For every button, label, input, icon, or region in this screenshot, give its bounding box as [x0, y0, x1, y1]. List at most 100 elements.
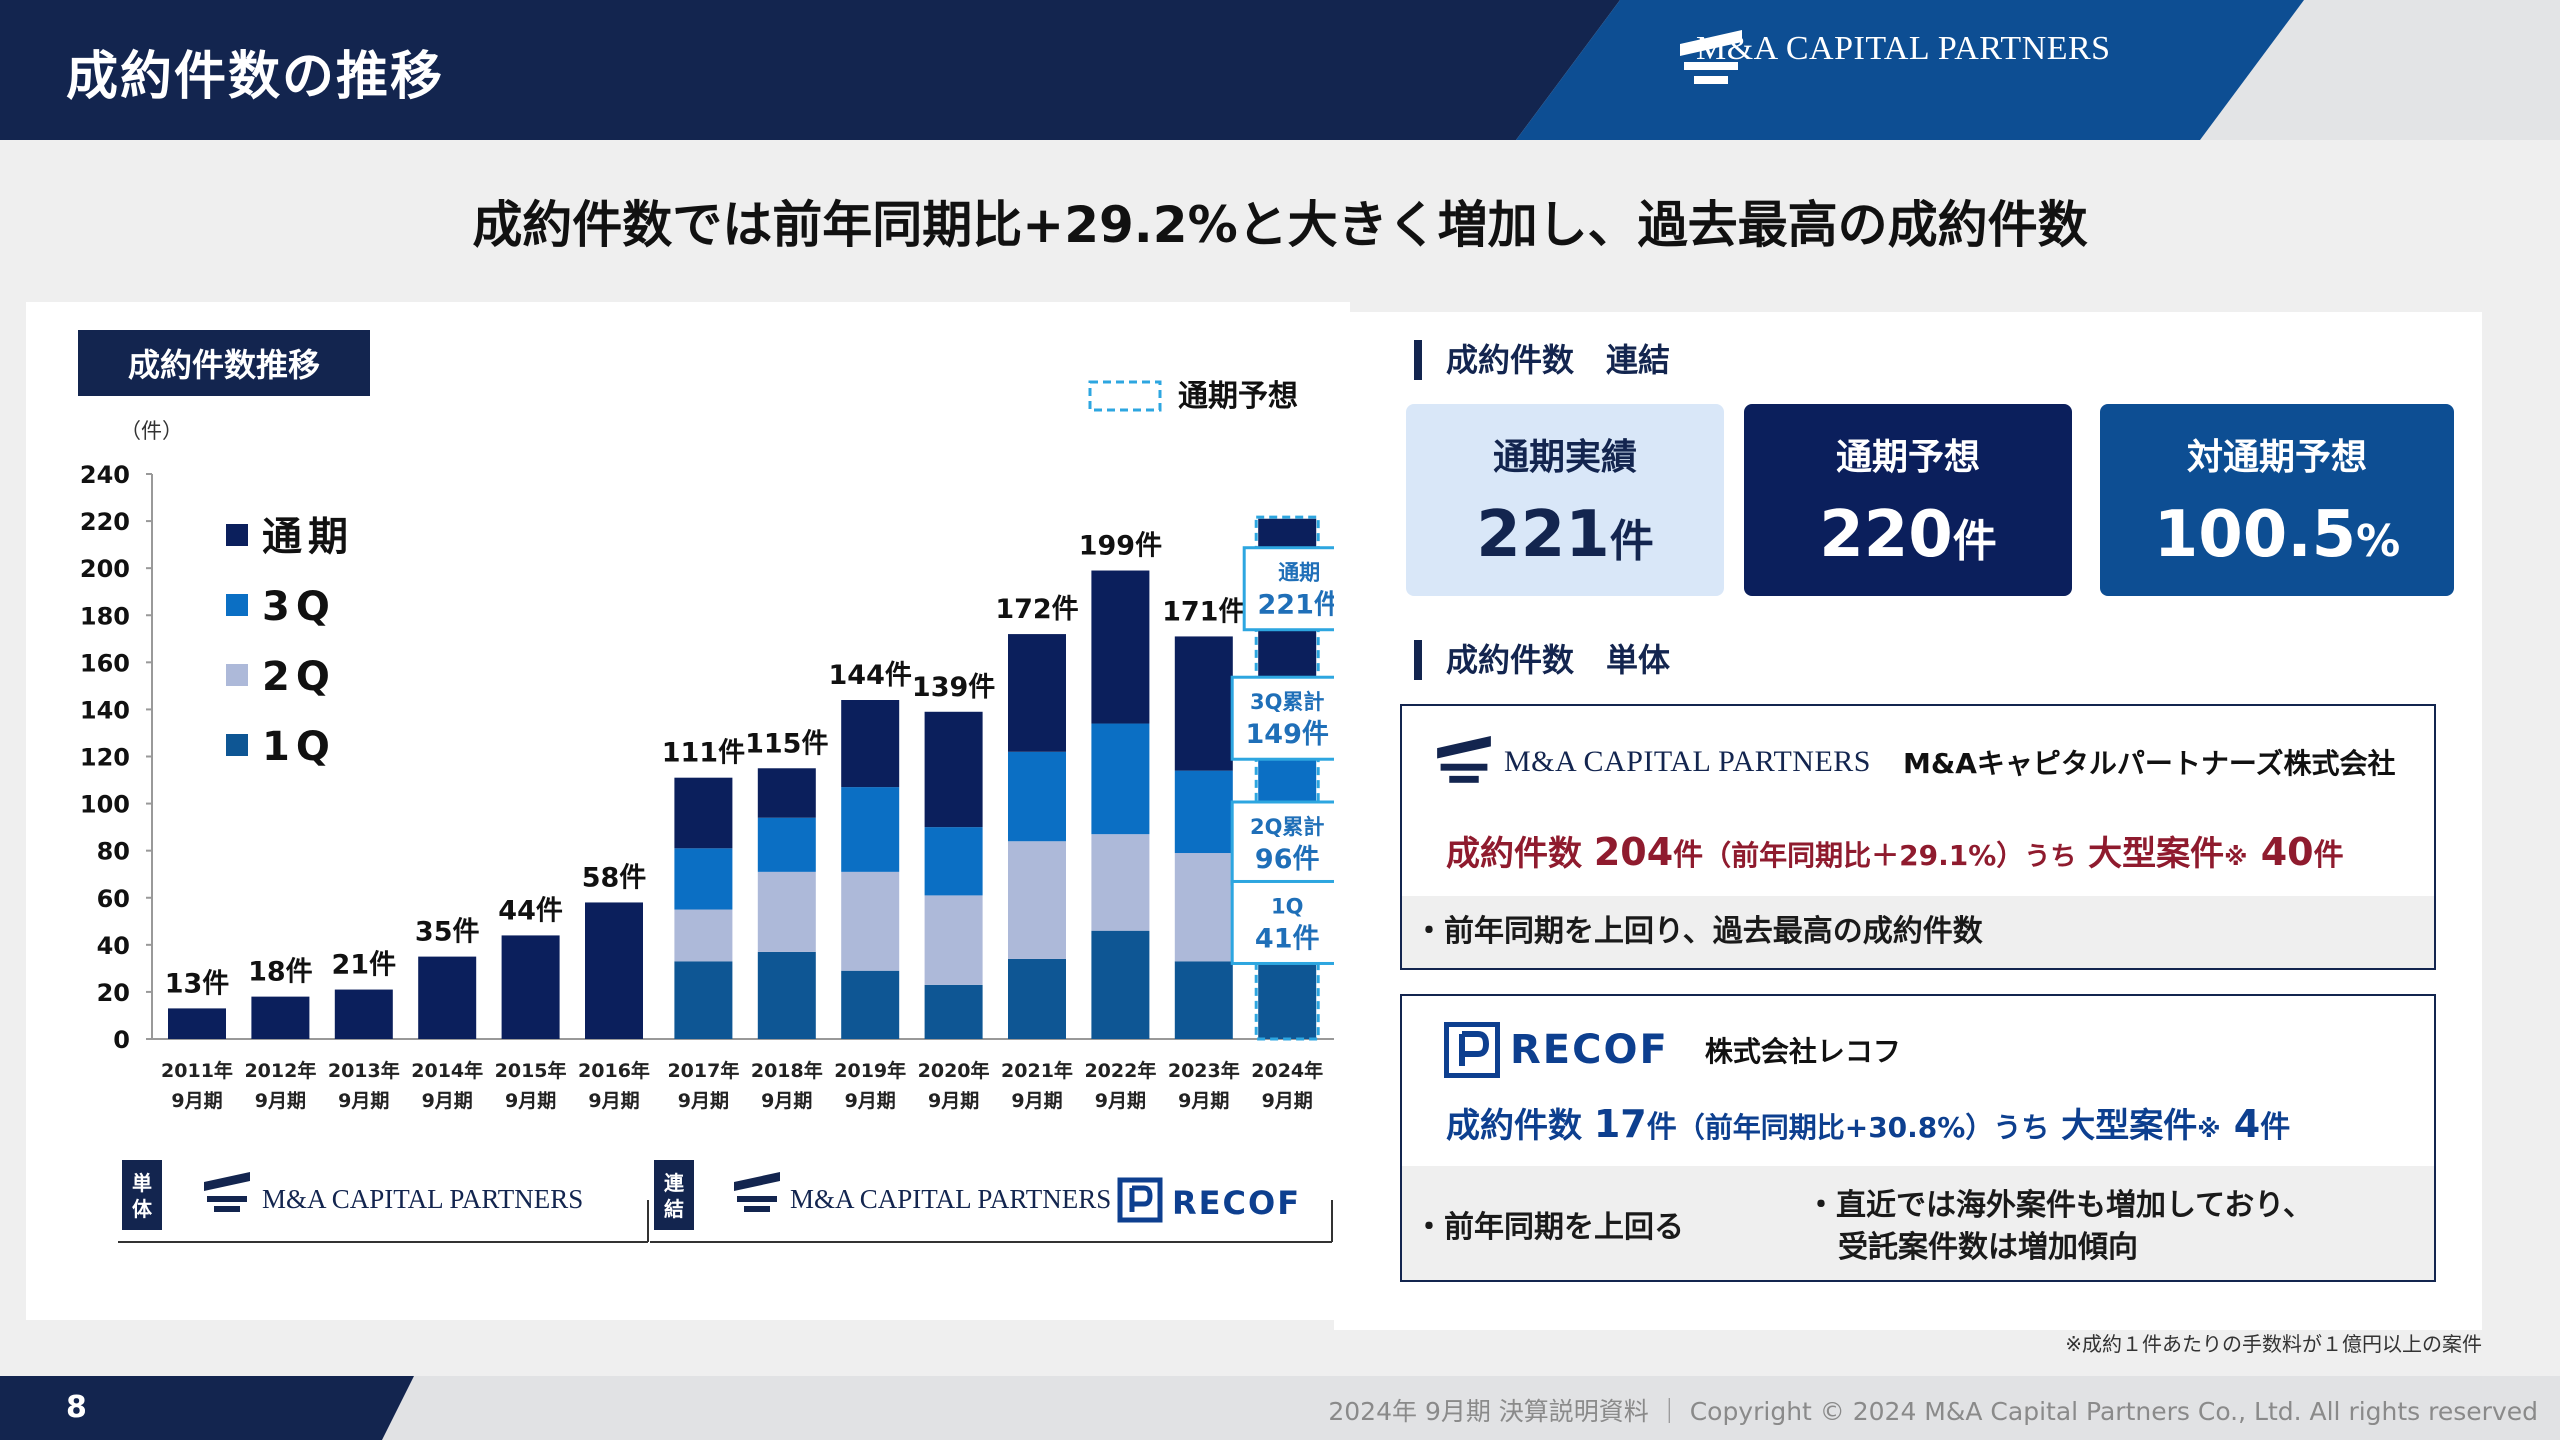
- bottom-mcp-icon-1-a: [204, 1172, 250, 1191]
- recof-bullet-1: ・前年同期を上回る: [1414, 1210, 1684, 1245]
- mcp-count-value: 204: [1593, 830, 1674, 874]
- callout-title: 2Q累計: [1250, 815, 1324, 839]
- bar-2Q-2019年: [841, 871, 900, 971]
- total-label: 199件: [1079, 531, 1162, 562]
- recof-bullet-2b: 受託案件数は増加傾向: [1838, 1230, 2138, 1265]
- x-tick-year: 2022年: [1084, 1059, 1156, 1082]
- recof-company-name: 株式会社レコフ: [1704, 1035, 1901, 1068]
- bar-通期-2015年: [501, 935, 560, 1039]
- recof-large-value: 4: [2220, 1102, 2261, 1146]
- bar-通期-2016年: [585, 902, 643, 1039]
- mcp-count-line: 成約件数 204件（前年同期比＋29.1%）うち 大型案件※ 40件: [1446, 826, 2344, 875]
- footnote: ※成約１件あたりの手数料が１億円以上の案件: [2065, 1332, 2482, 1356]
- recof-logo-icon: [1444, 1022, 1500, 1078]
- x-tick-period: 9月期: [255, 1090, 306, 1112]
- mcp-logo-icon: [1680, 30, 1742, 84]
- recof-box: RECOF 株式会社レコフ 成約件数 17件（前年同期比+30.8%）うち 大型…: [1400, 994, 2436, 1282]
- legend-forecast-label: 通期予想: [1178, 379, 1298, 414]
- bar-1Q-2020年: [924, 984, 983, 1039]
- chart-tag: 成約件数推移: [78, 330, 370, 396]
- total-label: 111件: [662, 738, 745, 769]
- bottom-mcp-icon-2-a: [734, 1172, 780, 1191]
- y-tick-label: 40: [97, 932, 130, 960]
- x-tick-year: 2024年: [1251, 1059, 1323, 1082]
- bar-2Q-2018年: [757, 871, 816, 952]
- bottom-recof-text: RECOF: [1172, 1184, 1301, 1222]
- x-tick-year: 2018年: [751, 1059, 823, 1082]
- bar-1Q-2018年: [757, 951, 816, 1039]
- x-tick-period: 9月期: [1011, 1090, 1062, 1112]
- bottom-mcp-icon-1-b: [207, 1196, 247, 1202]
- single-tag-2: 体: [132, 1197, 153, 1221]
- bottom-mcp-icon-2-b: [737, 1196, 777, 1202]
- callout-value: 221件: [1258, 590, 1341, 621]
- total-label: 171件: [1162, 596, 1245, 627]
- mcp-count-unit: 件: [1673, 838, 1704, 873]
- bar-通期-2023年: [1174, 636, 1233, 771]
- bar-通期-2014年: [418, 956, 477, 1039]
- card-ratio-unit: %: [2356, 516, 2401, 567]
- bar-2Q-2022年: [1091, 834, 1150, 931]
- x-tick-year: 2023年: [1168, 1059, 1240, 1082]
- page-title: 成約件数の推移: [66, 47, 445, 107]
- x-tick-period: 9月期: [338, 1090, 389, 1112]
- bar-3Q-2017年: [674, 848, 733, 910]
- bar-2Q-2017年: [674, 909, 733, 962]
- callout-value: 96件: [1255, 844, 1320, 875]
- recof-of-which: うち: [1993, 1111, 2050, 1144]
- bar-通期-2017年: [674, 777, 733, 849]
- callout-title: 1Q: [1271, 894, 1303, 918]
- mcp-large-value: 40: [2247, 830, 2314, 874]
- y-tick-label: 200: [80, 555, 130, 583]
- total-label: 172件: [995, 594, 1078, 625]
- card-actual: 通期実績 221件: [1406, 404, 1724, 596]
- mcp-bullet: ・前年同期を上回り、過去最高の成約件数: [1402, 896, 2434, 968]
- x-tick-year: 2014年: [411, 1059, 483, 1082]
- legend-label-通期: 通期: [262, 514, 354, 560]
- y-tick-label: 60: [97, 885, 130, 913]
- bottom-mcp-icon-2-c: [744, 1206, 770, 1212]
- callout-value: 149件: [1246, 719, 1329, 750]
- y-tick-label: 120: [80, 744, 130, 772]
- bar-3Q-2018年: [757, 817, 816, 872]
- legend-label-1Q: 1Q: [262, 724, 336, 770]
- recof-count-label: 成約件数: [1446, 1106, 1594, 1146]
- legend-swatch-1Q: [226, 734, 248, 756]
- legend-label-2Q: 2Q: [262, 654, 336, 700]
- bottom-recof-icon-box: [1117, 1177, 1163, 1223]
- footer-band: [0, 1376, 414, 1440]
- forecast-outline: [1254, 515, 1320, 1041]
- bar-1Q-2021年: [1008, 958, 1066, 1039]
- bar-通期-2021年: [1008, 634, 1066, 752]
- bar-2Q-2020年: [924, 895, 983, 985]
- recof-bullet-2a: ・直近では海外案件も増加しており、: [1806, 1188, 2313, 1223]
- legend-label-3Q: 3Q: [262, 584, 336, 630]
- section-consolidated: 成約件数 連結: [1414, 340, 1670, 380]
- copyright: 2024年 9月期 決算説明資料 ｜ Copyright © 2024 M&A …: [1328, 1397, 2538, 1426]
- single-tag-1: 単: [132, 1171, 152, 1195]
- x-tick-period: 9月期: [1262, 1090, 1313, 1112]
- card-actual-label: 通期実績: [1492, 437, 1637, 478]
- legend-swatch-通期: [226, 524, 248, 546]
- y-tick-label: 160: [80, 649, 130, 677]
- single-tag-bg: [122, 1160, 162, 1230]
- callout-box: [1230, 675, 1344, 761]
- bar-3Q-2019年: [841, 787, 900, 872]
- callout-title: 3Q累計: [1250, 690, 1324, 714]
- consolidated-tag-bg: [654, 1160, 694, 1230]
- bar-通期-2011年: [168, 1008, 226, 1039]
- header-logo: M&A CAPITAL PARTNERS: [1680, 30, 2111, 84]
- header-logo-text: M&A CAPITAL PARTNERS: [1696, 30, 2111, 67]
- total-label: 115件: [745, 728, 828, 759]
- total-label: 35件: [415, 917, 480, 948]
- recof-count-line: 成約件数 17件（前年同期比+30.8%）うち 大型案件※ 4件: [1446, 1098, 2290, 1147]
- bar-通期-2019年: [841, 700, 900, 788]
- y-tick-label: 0: [113, 1026, 130, 1054]
- headline: 成約件数では前年同期比+29.2%と大きく増加し、過去最高の成約件数: [472, 196, 2088, 254]
- bar-1Q-2023年: [1174, 961, 1233, 1039]
- y-tick-label: 100: [80, 791, 130, 819]
- total-label: 144件: [829, 660, 912, 691]
- recof-large-label: 大型案件: [2049, 1106, 2198, 1146]
- callout-value: 41件: [1255, 923, 1320, 954]
- mcp-large-label: 大型案件: [2076, 834, 2225, 874]
